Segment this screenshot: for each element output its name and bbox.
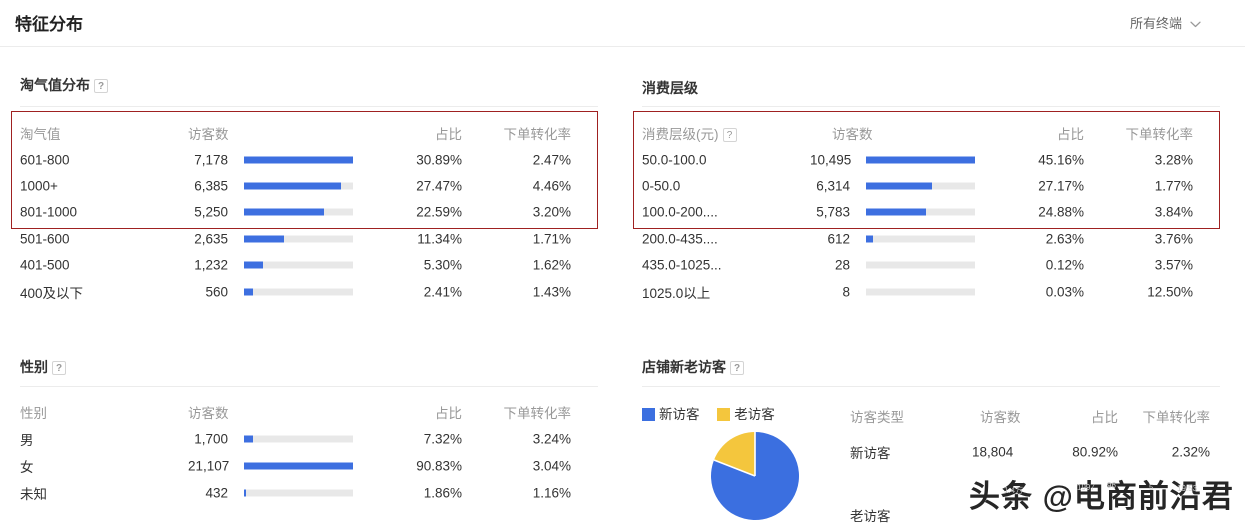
svg-text:1.4万: 1.4万	[1004, 486, 1023, 495]
svg-text:1997: 1997	[1077, 483, 1095, 492]
svg-text:5: 5	[1149, 483, 1154, 492]
svg-text:19:53: 19:53	[1177, 484, 1198, 493]
svg-text:96: 96	[1107, 481, 1116, 490]
